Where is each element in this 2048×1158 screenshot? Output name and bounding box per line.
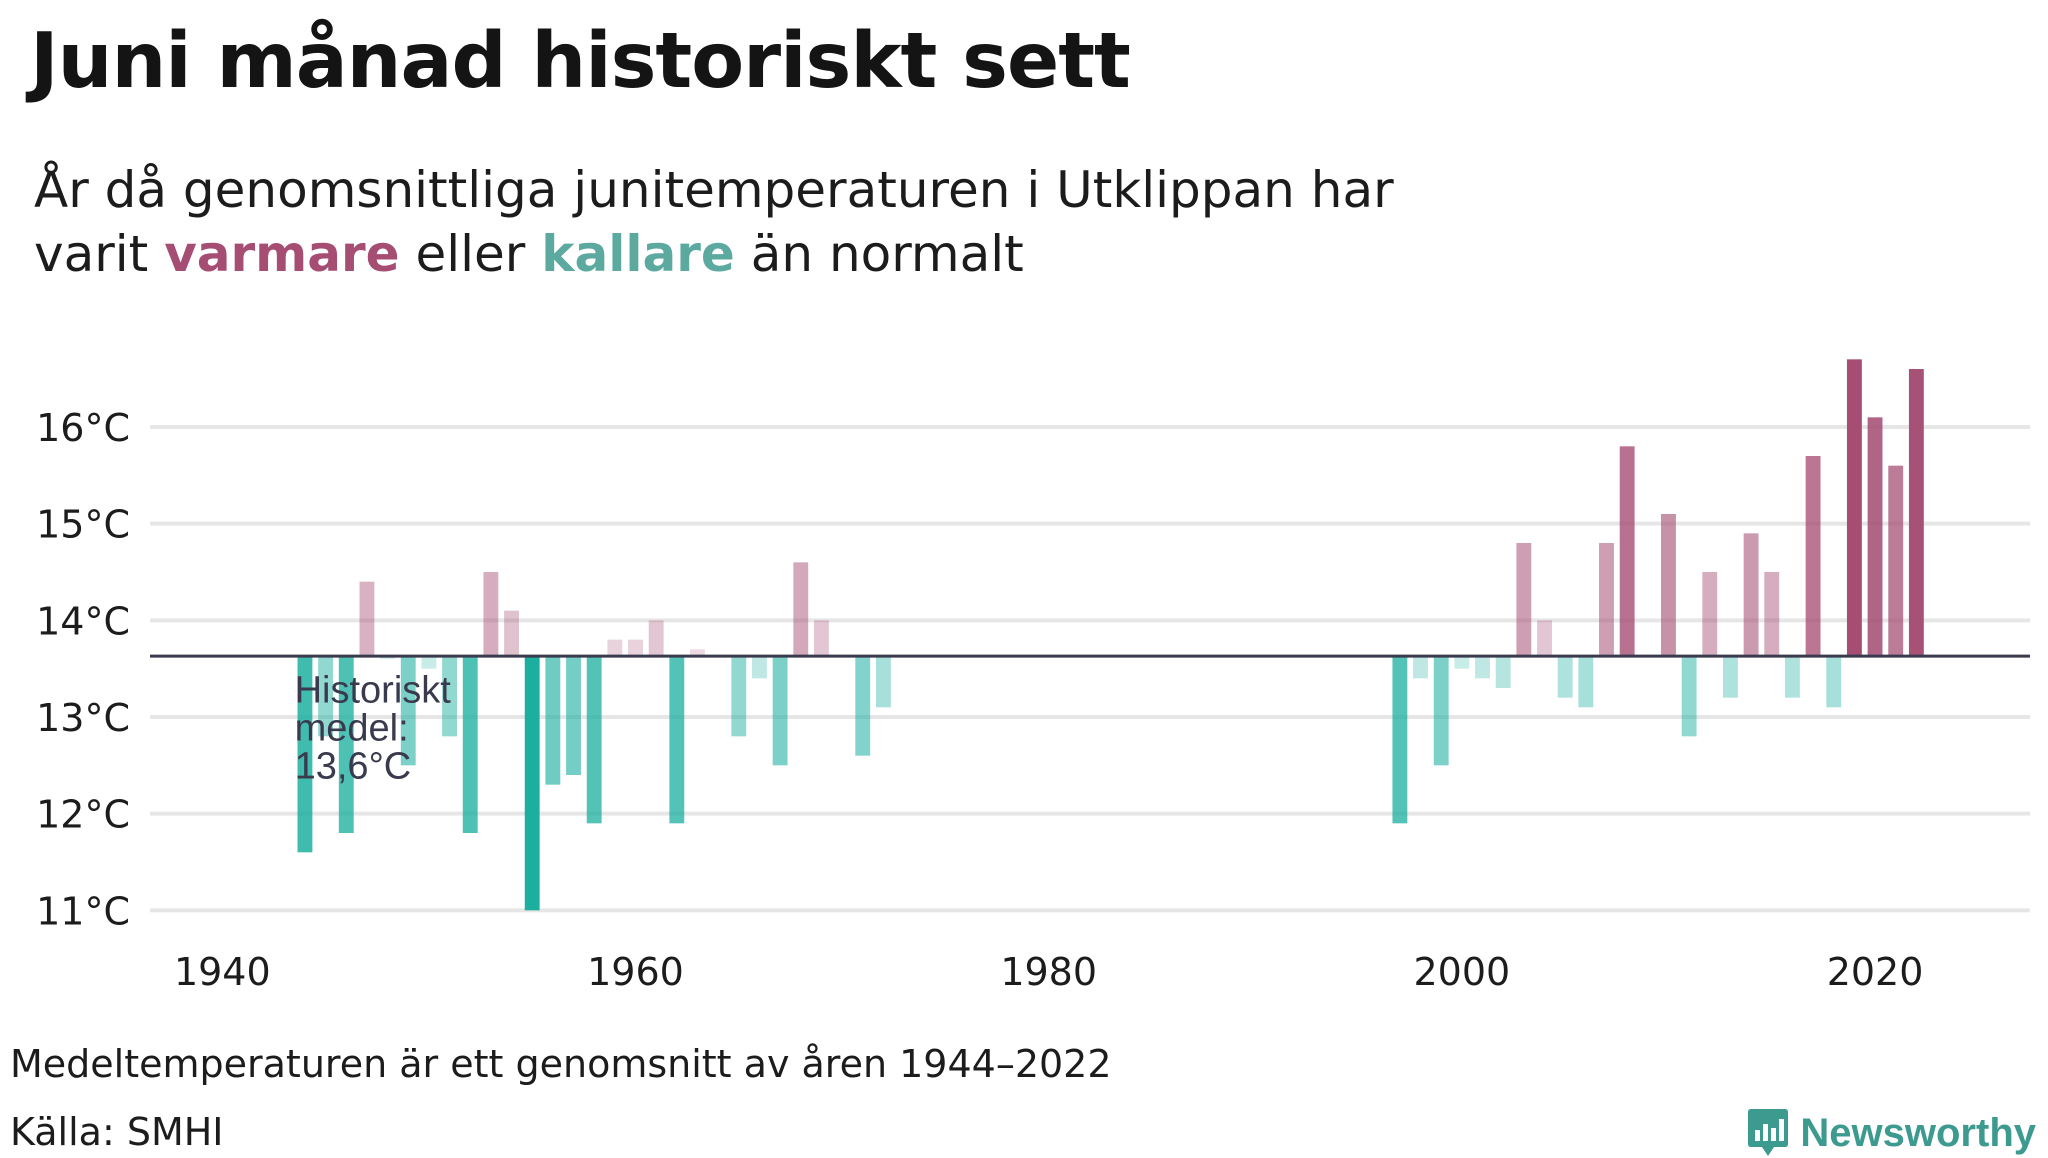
subtitle-line2-pre: varit bbox=[34, 225, 165, 283]
bar-1946 bbox=[338, 656, 354, 833]
bar-1998 bbox=[1413, 656, 1428, 679]
logo-text: Newsworthy bbox=[1800, 1110, 2036, 1155]
bar-1966 bbox=[752, 656, 767, 679]
bar-1997 bbox=[1392, 656, 1408, 824]
bar-1971 bbox=[855, 656, 871, 756]
average-annotation: Historiskt medel: 13,6°C bbox=[295, 670, 452, 788]
bar-2000 bbox=[1454, 656, 1470, 669]
bar-2011 bbox=[1681, 656, 1697, 737]
x-tick-label: 2020 bbox=[1827, 950, 1924, 994]
footnote: Medeltemperaturen är ett genomsnitt av å… bbox=[10, 1042, 1112, 1086]
annotation-line: Historiskt bbox=[295, 670, 452, 712]
y-tick-label: 14°C bbox=[36, 599, 130, 643]
bar-2019 bbox=[1846, 359, 1862, 657]
y-tick-label: 11°C bbox=[36, 889, 130, 933]
bar-1999 bbox=[1433, 656, 1449, 766]
bar-1953 bbox=[483, 572, 499, 657]
annotation-line: medel: bbox=[295, 708, 409, 750]
bar-2003 bbox=[1516, 543, 1532, 657]
bar-1954 bbox=[504, 610, 519, 657]
y-tick-label: 16°C bbox=[36, 406, 130, 450]
bar-1956 bbox=[545, 656, 561, 785]
newsworthy-logo: Newsworthy bbox=[1746, 1108, 2036, 1158]
source-note: Källa: SMHI bbox=[10, 1110, 224, 1154]
bar-1952 bbox=[462, 656, 478, 833]
bar-2020 bbox=[1867, 417, 1883, 657]
bar-1958 bbox=[586, 656, 602, 824]
bar-1955 bbox=[524, 656, 540, 911]
subtitle-line2-post: än normalt bbox=[734, 225, 1024, 283]
cold-highlight: kallare bbox=[541, 225, 735, 283]
bar-2021 bbox=[1888, 465, 1904, 657]
bar-2006 bbox=[1578, 656, 1594, 708]
bar-1968 bbox=[793, 562, 809, 657]
bar-2004 bbox=[1537, 620, 1552, 657]
bar-2007 bbox=[1599, 543, 1614, 657]
bar-2014 bbox=[1743, 533, 1759, 657]
y-tick-label: 13°C bbox=[36, 696, 130, 740]
chart-subtitle: År då genomsnittliga junitemperaturen i … bbox=[34, 158, 1394, 286]
bar-1962 bbox=[669, 656, 685, 824]
bar-1972 bbox=[875, 656, 891, 708]
bar-1957 bbox=[566, 656, 581, 775]
bar-2008 bbox=[1619, 446, 1635, 657]
bar-1961 bbox=[648, 620, 664, 657]
bar-1949 bbox=[400, 656, 416, 766]
bar-1944 bbox=[297, 656, 313, 853]
y-tick-label: 12°C bbox=[36, 793, 130, 837]
bar-1959 bbox=[607, 639, 623, 657]
x-tick-label: 1940 bbox=[174, 950, 271, 994]
bar-1951 bbox=[442, 656, 457, 737]
bar-2010 bbox=[1661, 514, 1676, 657]
chart-title: Juni månad historiskt sett bbox=[30, 17, 1131, 106]
bar-1967 bbox=[772, 656, 788, 766]
bar-2017 bbox=[1805, 456, 1821, 657]
bar-2002 bbox=[1495, 656, 1511, 688]
bar-1950 bbox=[421, 656, 437, 669]
annotation-line: 13,6°C bbox=[295, 746, 412, 788]
y-tick-label: 15°C bbox=[36, 503, 130, 547]
bar-2012 bbox=[1702, 572, 1718, 657]
bar-2016 bbox=[1784, 656, 1800, 698]
x-tick-label: 2000 bbox=[1414, 950, 1511, 994]
bar-1960 bbox=[628, 639, 643, 657]
bar-2013 bbox=[1723, 656, 1738, 698]
bar-2022 bbox=[1908, 369, 1924, 657]
bar-2015 bbox=[1764, 572, 1780, 657]
subtitle-middle: eller bbox=[399, 225, 542, 283]
bar-2005 bbox=[1557, 656, 1573, 698]
x-tick-label: 1960 bbox=[587, 950, 684, 994]
x-tick-label: 1980 bbox=[1000, 950, 1097, 994]
subtitle-line1: År då genomsnittliga junitemperaturen i … bbox=[34, 161, 1394, 219]
bar-2001 bbox=[1475, 656, 1490, 679]
bar-1965 bbox=[731, 656, 747, 737]
bar-1963 bbox=[690, 649, 705, 657]
warm-highlight: varmare bbox=[164, 225, 400, 283]
bar-2018 bbox=[1826, 656, 1842, 708]
bar-1945 bbox=[318, 656, 334, 737]
chart-badge-icon bbox=[1748, 1109, 1789, 1156]
bar-1947 bbox=[359, 581, 375, 657]
bar-1969 bbox=[813, 620, 829, 657]
